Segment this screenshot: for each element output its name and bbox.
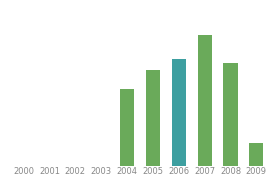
Bar: [172, 59, 186, 166]
Bar: [249, 143, 263, 166]
Bar: [146, 70, 160, 166]
Bar: [120, 89, 134, 166]
Bar: [197, 35, 212, 166]
Bar: [223, 63, 237, 166]
